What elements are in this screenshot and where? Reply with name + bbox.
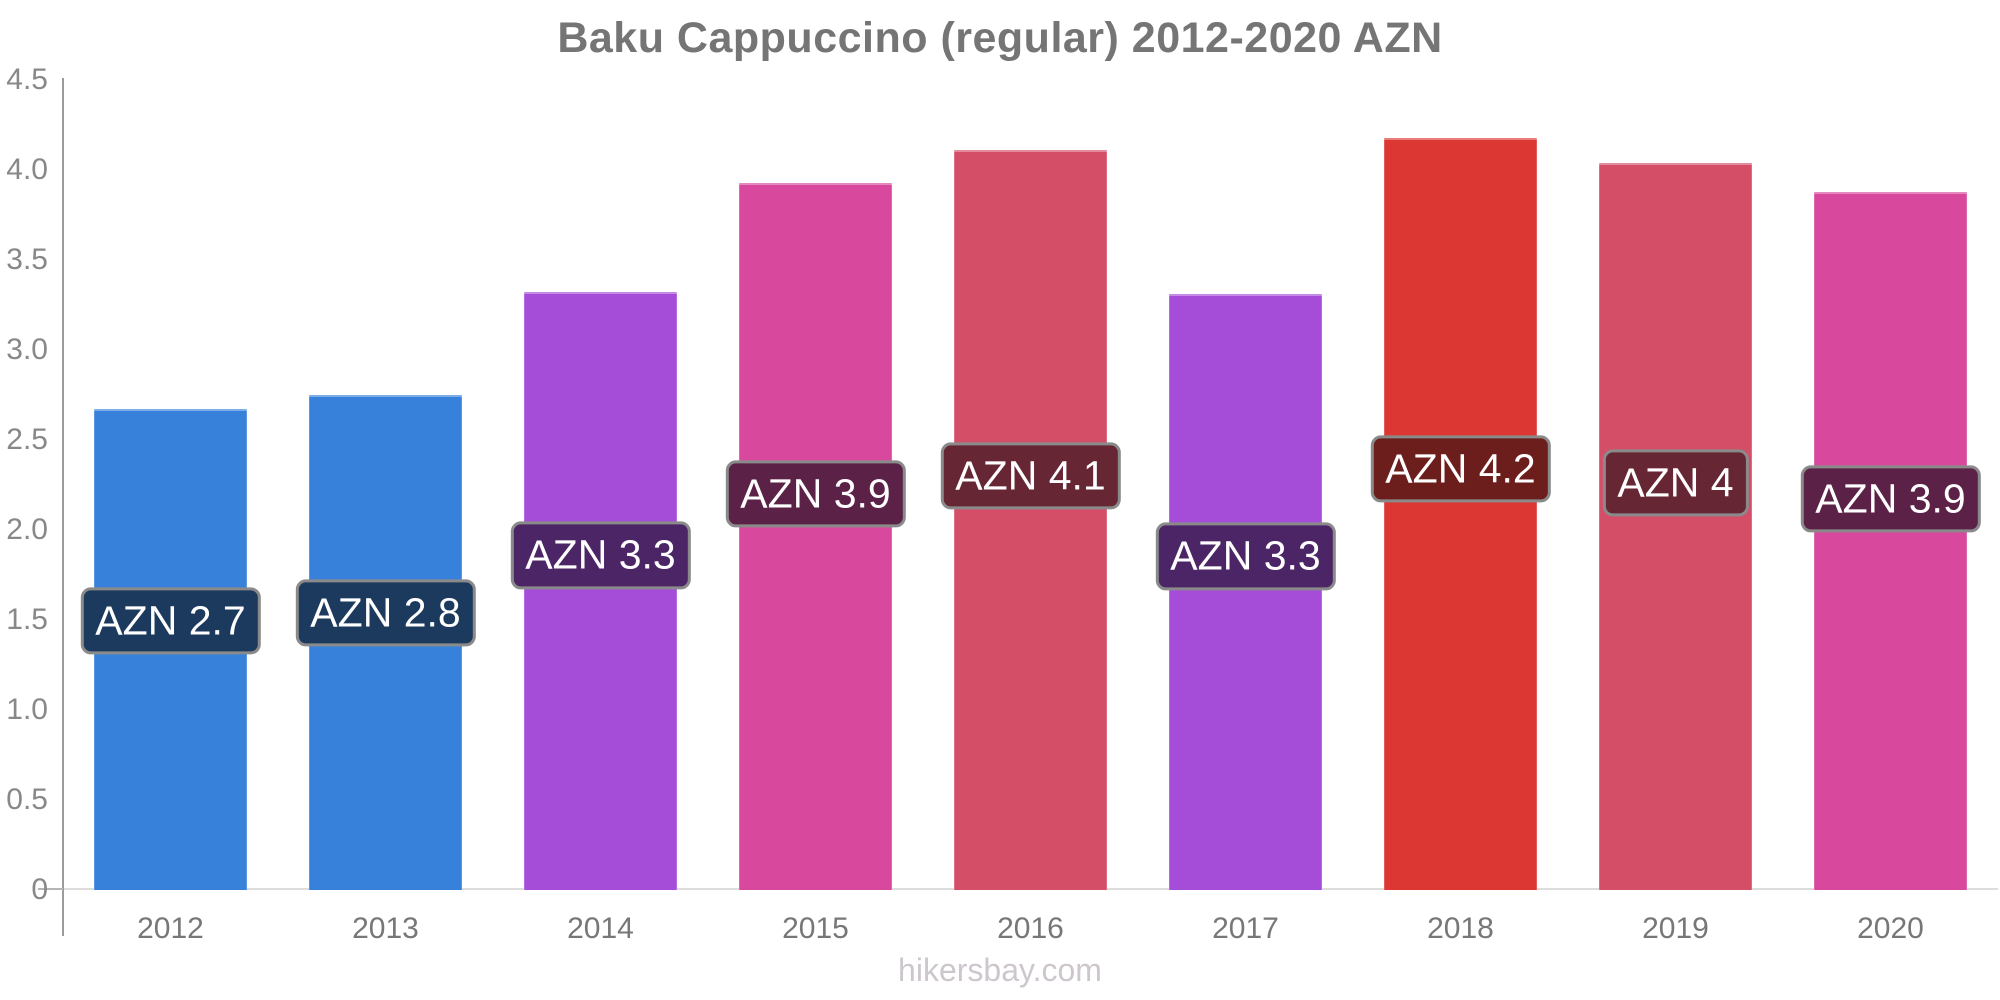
y-tick-label: 3.0 — [6, 333, 48, 366]
chart-title: Baku Cappuccino (regular) 2012-2020 AZN — [557, 14, 1443, 62]
bar-value-label-2014: AZN 3.3 — [510, 521, 691, 589]
y-tick-label: 0.5 — [6, 783, 48, 816]
plot-area: AZN 2.7 2012 AZN 2.8 2013 AZN 3.3 2014 AZN 3.9… — [63, 80, 1998, 945]
x-tick-label-2019: 2019 — [1642, 912, 1709, 945]
x-tick-label-2012: 2012 — [137, 912, 204, 945]
zero-tick-mark — [38, 888, 63, 890]
x-tick-label-2020: 2020 — [1857, 912, 1924, 945]
y-tick-label: 4.5 — [6, 63, 48, 96]
x-tick-label-2014: 2014 — [567, 912, 634, 945]
bar-value-label-2016: AZN 4.1 — [940, 442, 1121, 510]
bar-2014[interactable] — [524, 292, 677, 890]
y-axis-line — [62, 78, 64, 936]
bar-2017[interactable] — [1169, 294, 1322, 890]
watermark-text: hikersbay.com — [898, 952, 1102, 988]
bar-value-label-2019: AZN 4 — [1602, 449, 1749, 517]
bar-value-label-2012: AZN 2.7 — [80, 587, 261, 655]
bar-2018[interactable] — [1384, 137, 1537, 890]
y-tick-label: 2.0 — [6, 513, 48, 546]
bar-2020[interactable] — [1814, 191, 1967, 890]
x-tick-label-2013: 2013 — [352, 912, 419, 945]
x-tick-label-2016: 2016 — [997, 912, 1064, 945]
bar-value-label-2017: AZN 3.3 — [1155, 522, 1336, 590]
y-tick-label: 2.5 — [6, 423, 48, 456]
bar-2015[interactable] — [739, 182, 892, 890]
bar-value-label-2013: AZN 2.8 — [295, 579, 476, 647]
x-tick-label-2017: 2017 — [1212, 912, 1279, 945]
bar-value-label-2015: AZN 3.9 — [725, 460, 906, 528]
y-tick-label: 3.5 — [6, 243, 48, 276]
bar-2019[interactable] — [1599, 162, 1752, 890]
bar-2016[interactable] — [954, 150, 1107, 890]
y-tick-label: 4.0 — [6, 153, 48, 186]
bar-value-label-2018: AZN 4.2 — [1370, 435, 1551, 503]
x-tick-label-2018: 2018 — [1427, 912, 1494, 945]
x-tick-label-2015: 2015 — [782, 912, 849, 945]
y-tick-label: 1.5 — [6, 603, 48, 636]
bar-value-label-2020: AZN 3.9 — [1800, 465, 1981, 533]
y-tick-label: 1.0 — [6, 693, 48, 726]
y-tick-label: 0 — [31, 873, 48, 906]
